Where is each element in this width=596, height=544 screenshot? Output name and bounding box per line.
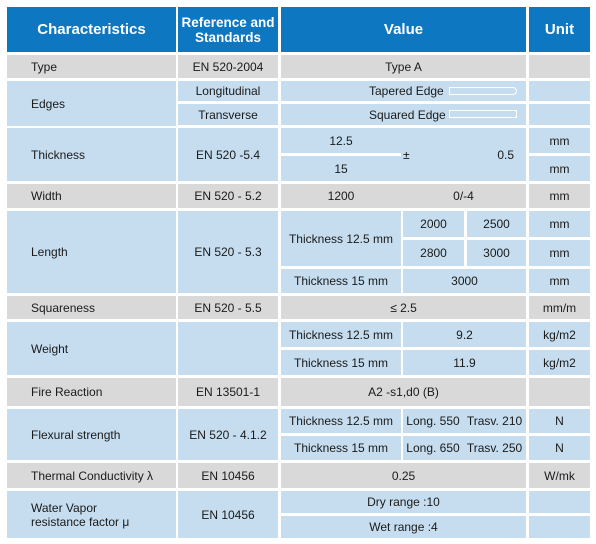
thickness-unit2: mm bbox=[529, 156, 590, 181]
vapor-unit1 bbox=[529, 491, 590, 513]
vapor-unit2 bbox=[529, 516, 590, 538]
edges-squared-cell: Squared Edge bbox=[281, 104, 526, 125]
flexural-long1: Long. 550 bbox=[403, 409, 463, 433]
flexural-unit1: N bbox=[529, 409, 590, 433]
length-3000: 3000 bbox=[467, 240, 526, 266]
length-unit3: mm bbox=[529, 269, 590, 293]
weight-v2: 11.9 bbox=[403, 350, 526, 375]
length-ref: EN 520 - 5.3 bbox=[178, 211, 278, 293]
fire-ref: EN 13501-1 bbox=[178, 378, 278, 406]
flexural-unit2: N bbox=[529, 436, 590, 460]
squareness-label: Squareness bbox=[7, 296, 176, 319]
edges-tapered-text: Tapered Edge bbox=[369, 84, 444, 98]
flexural-t125: Thickness 12.5 mm bbox=[281, 409, 401, 433]
length-label: Length bbox=[7, 211, 176, 293]
thickness-tol: 0.5 bbox=[497, 147, 514, 162]
weight-ref bbox=[178, 322, 278, 375]
vapor-label: Water Vapor resistance factor μ bbox=[7, 491, 176, 538]
flexural-label: Flexural strength bbox=[7, 409, 176, 460]
fire-label: Fire Reaction bbox=[7, 378, 176, 406]
weight-label: Weight bbox=[7, 322, 176, 375]
header-reference-line2: Standards bbox=[194, 29, 262, 45]
edges-transverse: Transverse bbox=[178, 104, 278, 125]
width-value: 1200 bbox=[281, 184, 401, 208]
length-unit1: mm bbox=[529, 211, 590, 237]
weight-v1: 9.2 bbox=[403, 322, 526, 347]
tapered-edge-icon bbox=[449, 87, 517, 95]
length-2800: 2800 bbox=[403, 240, 464, 266]
thickness-v2: 15 bbox=[281, 156, 401, 181]
weight-t125: Thickness 12.5 mm bbox=[281, 322, 401, 347]
type-label: Type bbox=[7, 55, 176, 78]
header-value: Value bbox=[281, 7, 526, 52]
width-ref: EN 520 - 5.2 bbox=[178, 184, 278, 208]
length-t125: Thickness 12.5 mm bbox=[281, 211, 401, 266]
length-unit2: mm bbox=[529, 240, 590, 266]
vapor-dry: Dry range :10 bbox=[281, 491, 526, 513]
header-reference-line1: Reference and bbox=[181, 14, 275, 30]
thickness-unit1: mm bbox=[529, 128, 590, 153]
edges-squared-text: Squared Edge bbox=[369, 107, 446, 122]
length-t15: Thickness 15 mm bbox=[281, 269, 401, 293]
thickness-v1: 12.5 bbox=[281, 128, 401, 153]
thermal-value: 0.25 bbox=[281, 463, 526, 488]
thermal-ref: EN 10456 bbox=[178, 463, 278, 488]
flexural-trasv1: Trasv. 210 bbox=[463, 409, 526, 433]
squareness-unit: mm/m bbox=[529, 296, 590, 319]
vapor-ref: EN 10456 bbox=[178, 491, 278, 538]
width-unit: mm bbox=[529, 184, 590, 208]
thickness-label: Thickness bbox=[7, 128, 176, 181]
length-t15-value: 3000 bbox=[403, 269, 526, 293]
thermal-unit: W/mk bbox=[529, 463, 590, 488]
thickness-ref: EN 520 -5.4 bbox=[178, 128, 278, 181]
thermal-label: Thermal Conductivity λ bbox=[7, 463, 176, 488]
flexural-long2: Long. 650 bbox=[403, 436, 463, 460]
type-value: Type A bbox=[281, 55, 526, 78]
type-ref: EN 520-2004 bbox=[178, 55, 278, 78]
fire-unit bbox=[529, 378, 590, 406]
squareness-ref: EN 520 - 5.5 bbox=[178, 296, 278, 319]
edges-longitudinal: Longitudinal bbox=[178, 81, 278, 101]
header-unit: Unit bbox=[529, 7, 590, 52]
fire-value: A2 -s1,d0 (B) bbox=[281, 378, 526, 406]
edges-unit2 bbox=[529, 104, 590, 125]
thickness-tolerance: ± 0.5 bbox=[401, 128, 526, 181]
length-2500: 2500 bbox=[467, 211, 526, 237]
vapor-wet: Wet range :4 bbox=[281, 516, 526, 538]
width-tol: 0/-4 bbox=[401, 184, 526, 208]
weight-unit1: kg/m2 bbox=[529, 322, 590, 347]
squared-edge-icon bbox=[449, 110, 517, 118]
flexural-ref: EN 520 - 4.1.2 bbox=[178, 409, 278, 460]
squareness-value: ≤ 2.5 bbox=[281, 296, 526, 319]
weight-unit2: kg/m2 bbox=[529, 350, 590, 375]
length-2000: 2000 bbox=[403, 211, 464, 237]
flexural-t15: Thickness 15 mm bbox=[281, 436, 401, 460]
weight-t15: Thickness 15 mm bbox=[281, 350, 401, 375]
edges-unit1 bbox=[529, 81, 590, 101]
width-label: Width bbox=[7, 184, 176, 208]
type-unit bbox=[529, 55, 590, 78]
flexural-trasv2: Trasv. 250 bbox=[463, 436, 526, 460]
header-characteristics: Characteristics bbox=[7, 7, 176, 52]
edges-tapered-cell: Tapered Edge bbox=[281, 81, 526, 101]
plus-minus-icon: ± bbox=[403, 147, 410, 162]
header-reference: Reference and Standards bbox=[178, 7, 278, 52]
edges-label: Edges bbox=[7, 81, 176, 126]
